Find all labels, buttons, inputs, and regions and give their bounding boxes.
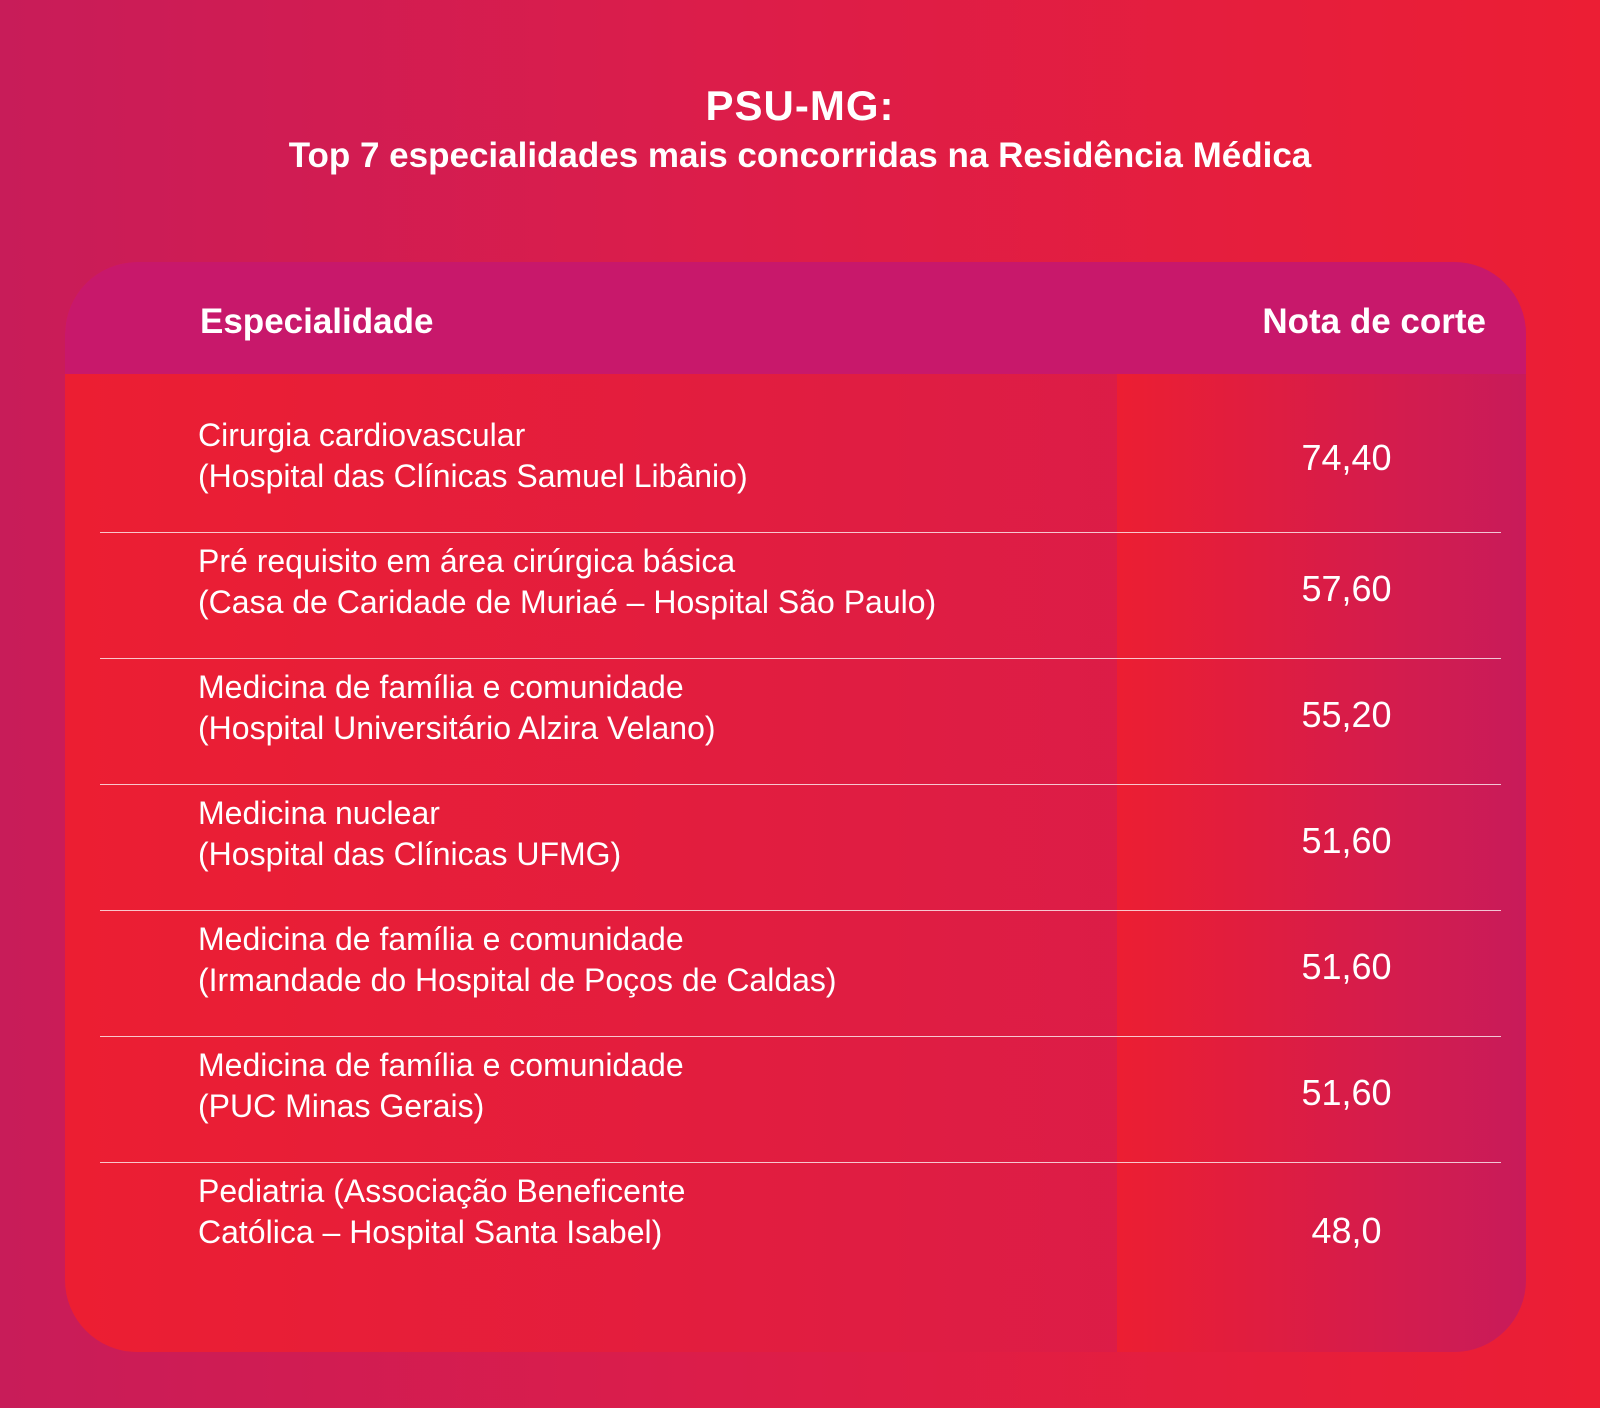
institution-line: Católica – Hospital Santa Isabel): [198, 1214, 663, 1250]
specialty-name: Cirurgia cardiovascular (Hospital das Cl…: [198, 415, 1098, 497]
specialty-line: Medicina nuclear: [198, 795, 440, 831]
specialty-name: Pré requisito em área cirúrgica básica (…: [198, 541, 1098, 623]
ranking-table: Especialidade Nota de corte Cirurgia car…: [65, 262, 1526, 1352]
specialty-name: Medicina de família e comunidade (Hospit…: [198, 667, 1098, 749]
specialty-line: Cirurgia cardiovascular: [198, 417, 526, 453]
cutoff-score: 57,60: [1301, 568, 1392, 609]
specialty-name: Medicina nuclear (Hospital das Clínicas …: [198, 793, 1098, 875]
row-divider: [100, 532, 1501, 533]
institution-line: (PUC Minas Gerais): [198, 1088, 485, 1124]
specialty-name: Medicina de família e comunidade (PUC Mi…: [198, 1045, 1098, 1127]
specialty-line: Pré requisito em área cirúrgica básica: [198, 543, 736, 579]
table-header: Especialidade Nota de corte: [65, 262, 1526, 374]
institution-line: (Hospital das Clínicas Samuel Libânio): [198, 458, 748, 494]
table-row: Pré requisito em área cirúrgica básica (…: [65, 533, 1526, 659]
specialty-name: Medicina de família e comunidade (Irmand…: [198, 919, 1098, 1001]
column-header-nota-de-corte: Nota de corte: [1262, 302, 1486, 341]
institution-line: (Casa de Caridade de Muriaé – Hospital S…: [198, 584, 937, 620]
table-row: Medicina de família e comunidade (PUC Mi…: [65, 1037, 1526, 1163]
specialty-name: Pediatria (Associação Beneficente Católi…: [198, 1171, 1098, 1253]
institution-line: (Irmandade do Hospital de Poços de Calda…: [198, 962, 837, 998]
table-row: Cirurgia cardiovascular (Hospital das Cl…: [65, 407, 1526, 533]
table-row: Medicina nuclear (Hospital das Clínicas …: [65, 785, 1526, 911]
cutoff-score: 48,0: [1311, 1210, 1382, 1251]
table-body: Cirurgia cardiovascular (Hospital das Cl…: [65, 407, 1526, 1289]
row-divider: [100, 1036, 1501, 1037]
institution-line: (Hospital das Clínicas UFMG): [198, 836, 622, 872]
row-divider: [100, 784, 1501, 785]
cutoff-score: 55,20: [1301, 694, 1392, 735]
column-header-especialidade: Especialidade: [200, 302, 434, 341]
table-row: Medicina de família e comunidade (Hospit…: [65, 659, 1526, 785]
specialty-line: Medicina de família e comunidade: [198, 1047, 684, 1083]
chart-title: PSU-MG:: [705, 82, 895, 129]
value-column-background: [1117, 374, 1526, 1352]
institution-line: (Hospital Universitário Alzira Velano): [198, 710, 716, 746]
table-row: Medicina de família e comunidade (Irmand…: [65, 911, 1526, 1037]
cutoff-score: 74,40: [1301, 437, 1392, 478]
row-divider: [100, 1162, 1501, 1163]
chart-subtitle: Top 7 especialidades mais concorridas na…: [288, 136, 1312, 175]
table-row: Pediatria (Associação Beneficente Católi…: [65, 1163, 1526, 1289]
row-divider: [100, 910, 1501, 911]
title-block: PSU-MG: Top 7 especialidades mais concor…: [0, 82, 1600, 180]
specialty-line: Medicina de família e comunidade: [198, 669, 684, 705]
row-divider: [100, 658, 1501, 659]
cutoff-score: 51,60: [1301, 820, 1392, 861]
cutoff-score: 51,60: [1301, 946, 1392, 987]
specialty-line: Pediatria (Associação Beneficente: [198, 1173, 686, 1209]
cutoff-score: 51,60: [1301, 1072, 1392, 1113]
specialty-line: Medicina de família e comunidade: [198, 921, 684, 957]
